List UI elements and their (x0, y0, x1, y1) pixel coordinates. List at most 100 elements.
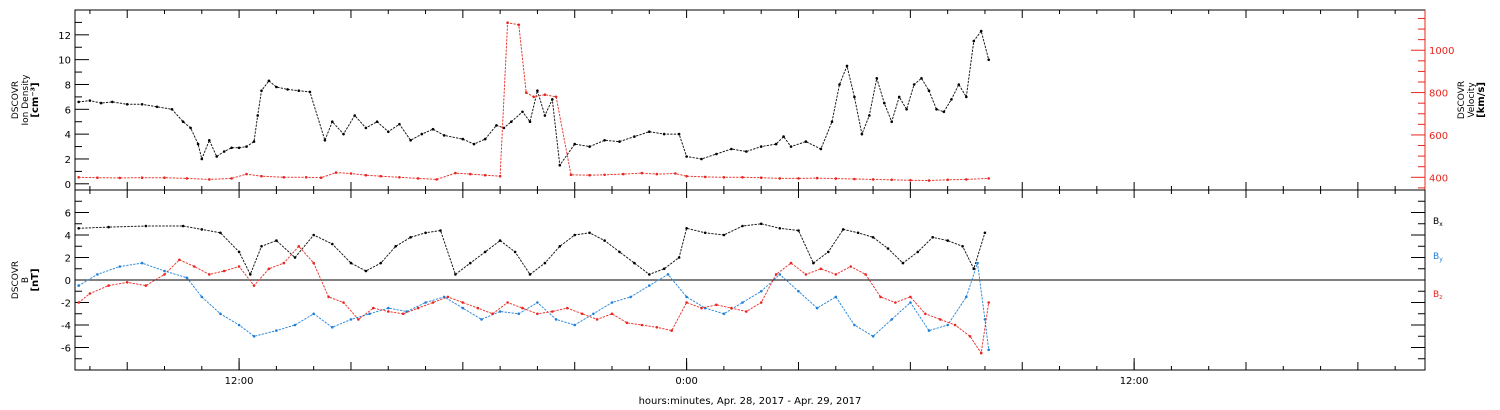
data-point (237, 250, 241, 254)
data-point (603, 173, 606, 177)
data-point (629, 295, 632, 299)
y-tick-label: 10 (58, 56, 71, 67)
data-point (424, 301, 427, 304)
data-point (890, 120, 893, 123)
data-point (715, 303, 718, 307)
data-point (469, 172, 472, 176)
left-axis-title: B (21, 277, 31, 283)
data-point (181, 120, 185, 123)
data-point (144, 284, 148, 287)
data-point (648, 130, 651, 133)
data-point (778, 227, 782, 230)
data-point (181, 224, 185, 228)
panel-frame-1 (74, 9, 1426, 191)
data-point (853, 177, 856, 181)
data-point (260, 245, 263, 248)
data-point (163, 269, 166, 273)
data-point (401, 312, 405, 316)
data-point (983, 318, 987, 321)
data-point (293, 256, 297, 259)
y-tick-label: -4 (61, 321, 71, 332)
data-point (111, 100, 114, 104)
data-point (648, 273, 651, 276)
data-point (528, 120, 532, 123)
data-point (304, 176, 308, 179)
data-point (88, 292, 92, 295)
data-point (349, 172, 353, 175)
data-point (730, 147, 733, 151)
data-point (804, 140, 808, 143)
data-point (260, 89, 263, 92)
data-point (200, 295, 204, 299)
data-point (916, 250, 920, 254)
data-point (703, 175, 707, 179)
left-axis-title: [nT] (30, 268, 41, 291)
data-point (946, 239, 949, 242)
data-point (648, 284, 651, 287)
data-point (118, 265, 122, 268)
data-point (96, 273, 99, 276)
series-2-1-trace (78, 223, 986, 276)
data-point (927, 179, 931, 182)
left-axis-title: DSCOVR (11, 261, 21, 299)
data-point (528, 273, 532, 276)
data-point (454, 273, 457, 276)
data-point (551, 310, 554, 313)
data-point (860, 132, 864, 136)
data-point (469, 261, 472, 265)
data-point (125, 281, 129, 284)
data-point (267, 267, 271, 271)
data-point (208, 178, 211, 181)
data-point (88, 99, 92, 102)
data-point (715, 152, 718, 156)
data-point (909, 179, 912, 182)
data-point (618, 250, 621, 254)
data-point (461, 306, 465, 310)
data-point (759, 145, 763, 148)
data-point (431, 301, 435, 304)
axis-ticks (75, 9, 1426, 371)
y-tick-label: 4 (65, 130, 71, 141)
data-point (498, 239, 502, 242)
data-point (140, 103, 144, 106)
data-point (722, 312, 726, 316)
data-point (349, 318, 353, 321)
y-tick-label: 0 (65, 180, 71, 191)
data-point (506, 21, 509, 25)
right-axis-title: [km/s] (1476, 82, 1487, 118)
data-point (856, 231, 860, 235)
data-point (536, 312, 539, 316)
data-point (286, 88, 289, 91)
right-y-tick-label: 400 (1429, 173, 1448, 184)
data-point (834, 273, 838, 276)
data-point (924, 312, 927, 316)
data-point (185, 177, 189, 180)
data-point (774, 142, 778, 146)
data-point (797, 290, 800, 293)
left-axis-title: DSCOVR (11, 81, 21, 119)
data-point (189, 126, 192, 130)
y-tick-label: -6 (61, 344, 71, 355)
data-point (513, 250, 517, 254)
data-point (342, 301, 345, 304)
data-point (364, 126, 368, 130)
data-point (778, 273, 782, 276)
data-point (666, 273, 670, 276)
data-point (983, 231, 987, 235)
data-point (588, 231, 591, 235)
right-y-tick-label: 800 (1429, 89, 1448, 100)
legend-y: By (1433, 252, 1443, 263)
data-point (759, 222, 763, 226)
data-point (331, 242, 334, 246)
data-point (543, 93, 547, 96)
data-point (883, 101, 886, 105)
data-point (163, 176, 166, 179)
data-point (409, 236, 412, 239)
data-point (506, 301, 509, 304)
data-point (196, 142, 200, 146)
data-point (961, 245, 964, 248)
x-tick-label: 0:00 (675, 376, 697, 387)
data-point (931, 236, 934, 239)
data-point (442, 134, 446, 137)
